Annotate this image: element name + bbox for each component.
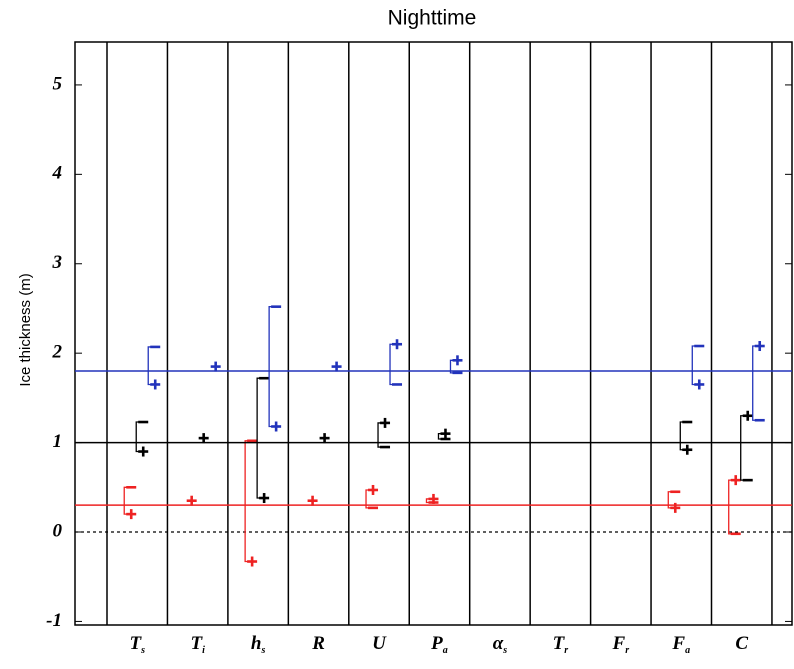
category-main: F <box>671 633 685 654</box>
plus-marker <box>271 421 282 432</box>
category-main: P <box>430 633 443 654</box>
plus-marker <box>392 339 403 350</box>
plus-marker <box>682 444 693 455</box>
plot-frame <box>74 41 793 626</box>
plus-marker <box>150 379 161 390</box>
plus-marker <box>754 341 765 352</box>
x-tick-label: U <box>372 633 387 654</box>
y-tick-label: -1 <box>46 610 62 631</box>
bracket <box>389 343 395 386</box>
y-axis-label: Ice thickness (m) <box>17 273 34 386</box>
bracket <box>377 422 383 448</box>
category-subscript: r <box>564 645 568 656</box>
category-subscript: a <box>685 645 690 656</box>
x-tick-label: hs <box>251 633 266 656</box>
plus-marker <box>440 428 451 439</box>
bracket <box>691 345 697 386</box>
plus-marker <box>380 417 391 428</box>
y-tick-label: 1 <box>53 431 63 452</box>
plus-marker <box>210 361 221 372</box>
x-tick-label: Fr <box>612 633 630 656</box>
plus-marker <box>730 475 741 486</box>
plus-marker <box>198 433 209 444</box>
plus-marker <box>247 556 258 567</box>
bracket <box>728 479 733 535</box>
bracket <box>752 345 757 421</box>
category-subscript: i <box>202 645 205 656</box>
y-tick-label: 5 <box>53 73 63 94</box>
bracket <box>135 421 141 453</box>
bracket <box>256 377 262 499</box>
plus-marker <box>742 410 753 421</box>
category-main: C <box>735 633 748 654</box>
y-tick-label: 3 <box>52 252 63 273</box>
plus-marker <box>319 433 330 444</box>
category-subscript: a <box>443 645 448 656</box>
x-tick-label: R <box>311 633 325 654</box>
y-tick-label: 2 <box>52 342 63 363</box>
x-tick-label: αs <box>493 633 508 656</box>
y-tick-label: 0 <box>53 520 63 541</box>
bracket <box>147 346 153 386</box>
x-tick-label: Ts <box>129 633 145 656</box>
plus-marker <box>186 495 197 506</box>
bracket <box>740 415 745 481</box>
category-subscript: s <box>140 645 145 656</box>
plus-marker <box>670 502 681 513</box>
plus-marker <box>368 484 379 495</box>
category-subscript: r <box>625 645 629 656</box>
plus-marker <box>452 355 463 366</box>
category-main: α <box>493 633 504 654</box>
plus-marker <box>428 493 439 504</box>
category-subscript: s <box>260 645 265 656</box>
bracket <box>244 440 250 563</box>
x-tick-label: Fa <box>671 633 690 656</box>
y-tick-label: 4 <box>52 163 63 184</box>
category-main: U <box>372 633 387 654</box>
bracket <box>268 306 274 428</box>
category-main: T <box>129 633 142 654</box>
x-tick-label: C <box>735 633 748 654</box>
category-main: T <box>190 633 203 654</box>
bracket <box>679 421 685 451</box>
chart-title: Nighttime <box>388 7 477 30</box>
x-tick-label: Pa <box>430 633 448 656</box>
category-main: T <box>553 633 566 654</box>
plus-marker <box>126 509 137 520</box>
plus-marker <box>259 493 270 504</box>
plus-marker <box>331 361 342 372</box>
category-main: R <box>311 633 325 654</box>
category-main: F <box>612 633 626 654</box>
x-tick-label: Tr <box>553 633 569 656</box>
plus-marker <box>307 495 318 506</box>
x-tick-label: Ti <box>190 633 205 656</box>
plus-marker <box>138 446 149 457</box>
category-main: h <box>251 633 262 654</box>
category-subscript: s <box>502 645 507 656</box>
plus-marker <box>694 379 705 390</box>
bracket <box>123 486 129 515</box>
